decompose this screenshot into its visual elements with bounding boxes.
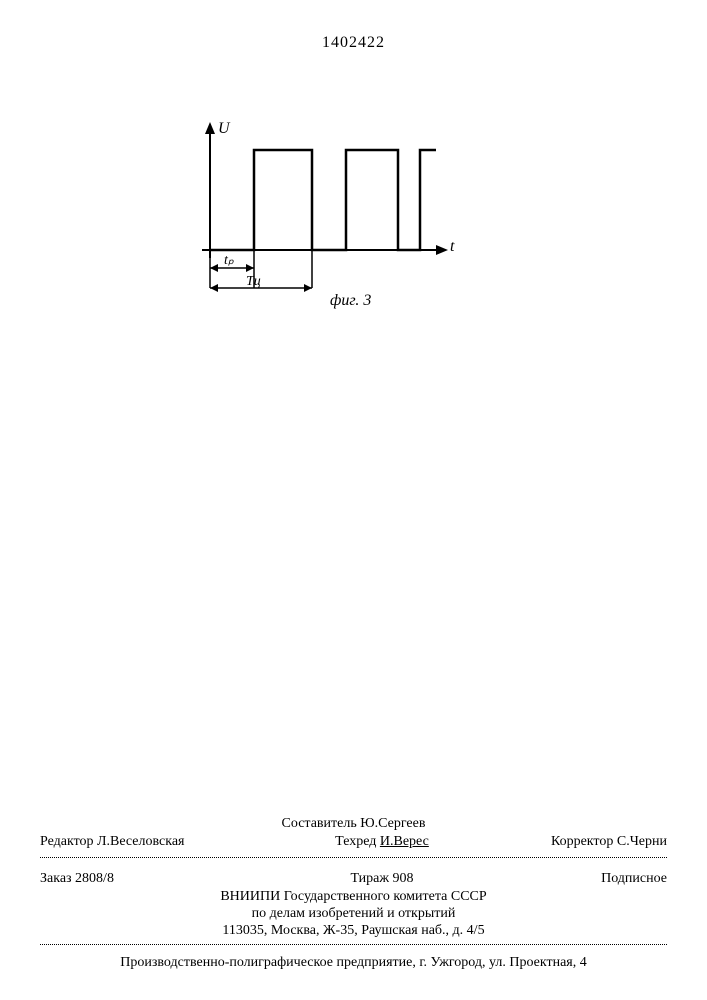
tech-editor: Техред И.Верес — [287, 833, 477, 852]
figure-3: U t tₚ Tц фиг. 3 — [180, 120, 480, 350]
divider-bottom — [40, 944, 667, 945]
subscription: Подписное — [477, 870, 667, 889]
editor-line: Редактор Л.Веселовская Техред И.Верес Ко… — [40, 833, 667, 852]
figure-caption: фиг. 3 — [330, 292, 371, 310]
production-line: Производственно-полиграфическое предприя… — [40, 955, 667, 971]
tech-editor-name: И.Верес — [380, 834, 429, 849]
y-axis-label: U — [218, 120, 230, 138]
waveform-svg — [180, 120, 480, 320]
compiler-line: Составитель Ю.Сергеев — [40, 815, 667, 834]
x-axis-label: t — [450, 238, 454, 256]
order-number: Заказ 2808/8 — [40, 870, 287, 889]
divider-top — [40, 857, 667, 858]
editor: Редактор Л.Веселовская — [40, 833, 287, 852]
corrector: Корректор С.Черни — [477, 833, 667, 852]
tc-label: Tц — [246, 274, 261, 290]
page: 1402422 U t tₚ Tц — [0, 0, 707, 1000]
order-line: Заказ 2808/8 Тираж 908 Подписное — [40, 870, 667, 889]
tp-label: tₚ — [224, 252, 234, 269]
print-run: Тираж 908 — [287, 870, 477, 889]
document-number: 1402422 — [0, 34, 707, 52]
org-address: 113035, Москва, Ж-35, Раушская наб., д. … — [40, 922, 667, 941]
tech-editor-prefix: Техред — [335, 834, 380, 849]
